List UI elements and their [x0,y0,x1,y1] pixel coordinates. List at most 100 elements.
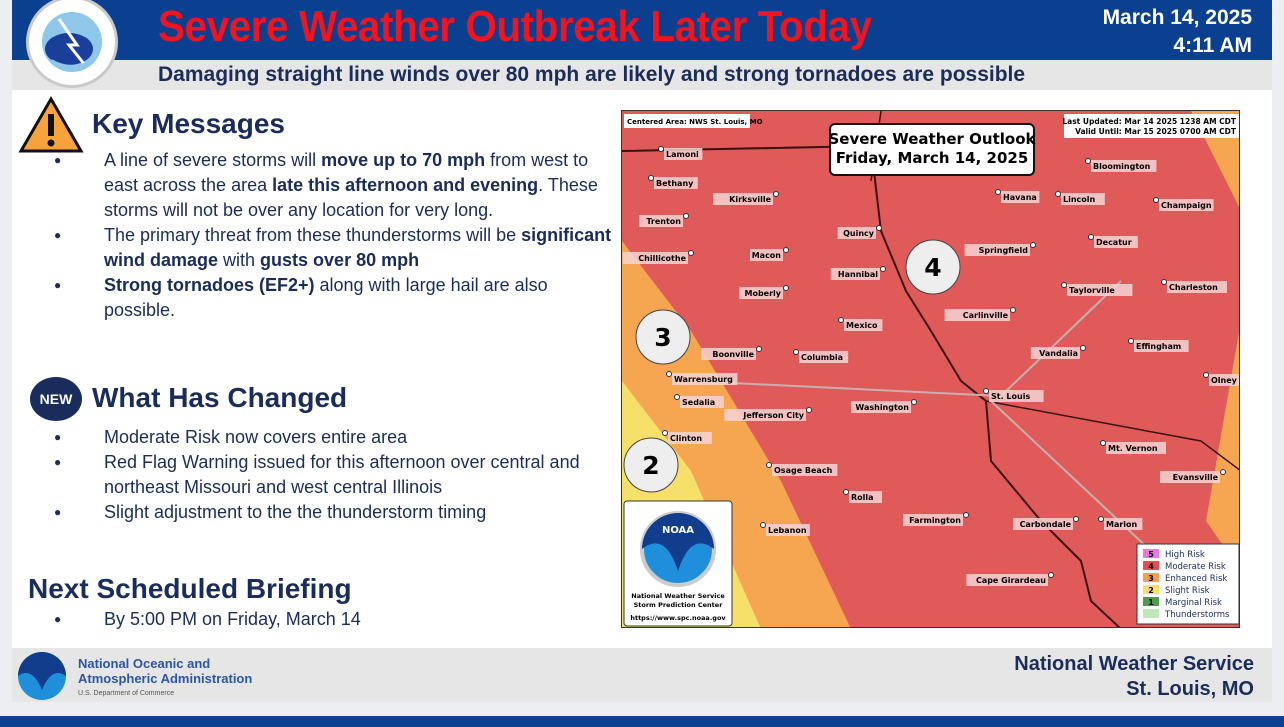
city-vandalia: Vandalia [1030,345,1086,359]
list-item: Red Flag Warning issued for this afterno… [54,450,614,500]
svg-text:Effingham: Effingham [1136,342,1181,351]
city-mexico: Mexico [838,317,883,331]
svg-text:Champaign: Champaign [1161,201,1212,210]
svg-text:Macon: Macon [752,251,782,260]
state-border [622,144,1121,627]
city-washington: Washington [851,399,917,413]
centered-area: Centered Area: NWS St. Louis, MO [627,118,763,126]
svg-text:Slight Risk: Slight Risk [1165,586,1210,596]
city-jefferson-city: Jefferson City [724,407,812,421]
changes-list: Moderate Risk now covers entire area Red… [54,425,614,525]
city-bloomington: Bloomington [1085,158,1157,172]
city-moberly: Moberly [739,285,789,299]
svg-text:1: 1 [1148,598,1154,607]
changes-heading: What Has Changed [92,382,348,413]
svg-text:Clinton: Clinton [670,434,702,443]
time: 4:11 AM [1173,34,1252,57]
svg-text:Mexico: Mexico [846,321,878,330]
svg-text:Marginal Risk: Marginal Risk [1165,598,1222,608]
svg-text:Marion: Marion [1106,520,1138,529]
legend-item: 5 High Risk [1143,549,1205,560]
svg-text:Quincy: Quincy [843,229,875,238]
next-slide-edge [0,716,1284,727]
city-champaign: Champaign [1153,197,1214,211]
svg-text:NOAA: NOAA [662,525,694,536]
svg-text:Carlinville: Carlinville [963,311,1009,320]
svg-text:Osage Beach: Osage Beach [774,466,833,475]
svg-text:Kirksville: Kirksville [729,195,771,204]
header-bar: Severe Weather Outbreak Later Today Marc… [12,0,1272,60]
list-item: Strong tornadoes (EF2+) along with large… [54,273,614,323]
city-marion: Marion [1098,516,1143,530]
city-osage-beach: Osage Beach [766,462,838,476]
nws-logo [26,0,118,88]
subtitle: Damaging straight line winds over 80 mph… [158,63,1026,86]
svg-text:Havana: Havana [1003,193,1037,202]
city-bethany: Bethany [648,175,698,189]
svg-text:Bloomington: Bloomington [1093,162,1151,171]
city-macon: Macon [750,247,789,261]
list-item: By 5:00 PM on Friday, March 14 [54,607,614,632]
briefing-slide: Severe Weather Outbreak Later Today Marc… [12,0,1272,702]
key-messages-list: A line of severe storms will move up to … [54,148,614,323]
svg-text:Lebanon: Lebanon [768,526,807,535]
city-chillicothe: Chillicothe [622,250,694,264]
svg-text:4: 4 [924,253,941,282]
map-title: Severe Weather Outlook [829,130,1037,148]
svg-text:Decatur: Decatur [1096,238,1132,247]
city-kirksville: Kirksville [713,191,779,205]
city-farmington: Farmington [903,512,969,526]
svg-text:Cape Girardeau: Cape Girardeau [976,576,1046,585]
svg-text:Evansville: Evansville [1173,473,1219,482]
svg-text:2: 2 [642,451,659,480]
valid-until: Valid Until: Mar 15 2025 0700 AM CDT [1075,127,1237,136]
legend-item: 2 Slight Risk [1143,585,1210,596]
svg-text:Springfield: Springfield [979,246,1029,255]
outlook-map: Lamoni Bethany Trenton Chillicothe Kirksvill… [621,110,1240,628]
svg-text:3: 3 [1148,574,1154,583]
svg-text:Jefferson City: Jefferson City [742,411,804,420]
svg-text:Olney: Olney [1211,376,1238,385]
city-boonville: Boonville [701,346,762,360]
svg-text:Chillicothe: Chillicothe [638,254,686,263]
svg-text:Thunderstorms: Thunderstorms [1164,610,1230,620]
city-taylorville: Taylorville [1061,282,1133,296]
city-st-louis: St. Louis [983,388,1044,402]
city-trenton: Trenton [639,213,689,227]
city-lamoni: Lamoni [658,146,703,160]
city-evansville: Evansville [1160,469,1226,483]
list-item: A line of severe storms will move up to … [54,148,614,223]
svg-text:Moberly: Moberly [744,289,781,298]
svg-text:Lamoni: Lamoni [666,150,699,159]
svg-text:Washington: Washington [855,403,909,412]
footer: National Oceanic and Atmospheric Administ… [12,648,1272,702]
city-effingham: Effingham [1128,338,1189,352]
city-charleston: Charleston [1161,279,1227,293]
svg-text:Charleston: Charleston [1169,283,1218,292]
city-springfield: Springfield [964,242,1036,256]
date: March 14, 2025 [1102,6,1252,29]
svg-text:Bethany: Bethany [656,179,694,188]
svg-text:Rolla: Rolla [851,493,874,502]
office-name: National Weather Service [1014,653,1254,675]
noaa-logo [18,652,66,700]
city-cape-girardeau: Cape Girardeau [966,572,1054,586]
legend-item: 3 Enhanced Risk [1143,573,1227,584]
page-title: Severe Weather Outbreak Later Today [158,2,872,51]
svg-text:2: 2 [1148,586,1154,595]
svg-text:Lincoln: Lincoln [1063,195,1096,204]
office-location: St. Louis, MO [1126,678,1254,700]
city-clinton: Clinton [662,430,712,444]
svg-text:Warrensburg: Warrensburg [674,375,733,384]
svg-text:High Risk: High Risk [1165,550,1205,560]
risk-label-2 [623,437,679,493]
risk-label-3 [635,309,691,365]
svg-text:Trenton: Trenton [646,217,681,226]
city-decatur: Decatur [1088,234,1138,248]
svg-text:Boonville: Boonville [712,350,754,359]
svg-text:Carbondale: Carbondale [1020,520,1072,529]
map-date: Friday, March 14, 2025 [836,149,1029,167]
svg-text:3: 3 [654,323,671,352]
svg-text:Sedalia: Sedalia [682,398,715,407]
city-mt-vernon: Mt. Vernon [1100,440,1166,454]
